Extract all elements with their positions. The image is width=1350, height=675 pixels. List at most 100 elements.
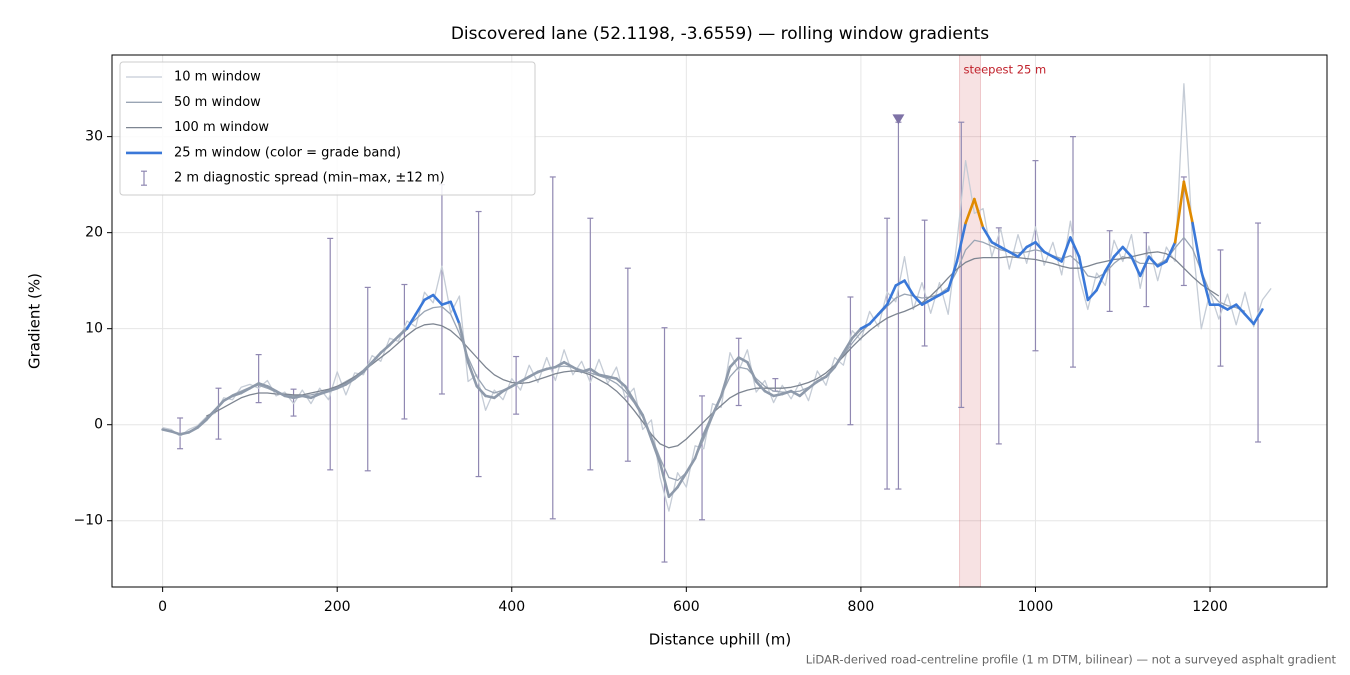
line-segment — [1051, 255, 1063, 263]
line-segment — [292, 394, 304, 400]
line-segment — [973, 197, 985, 230]
line-segment — [772, 392, 784, 398]
line-segment — [650, 437, 662, 465]
line-segment — [807, 380, 819, 390]
line-segment — [885, 284, 898, 306]
line-segment — [946, 260, 959, 292]
line-segment — [283, 394, 295, 400]
line-segment — [789, 389, 802, 398]
line-segment — [1112, 245, 1125, 258]
line-segment — [501, 384, 514, 393]
line-segment — [824, 365, 837, 378]
line-segment — [370, 351, 383, 364]
line-segment — [981, 226, 994, 244]
legend-label: 2 m diagnostic spread (min–max, ±12 m) — [174, 171, 445, 186]
line-segment — [623, 384, 636, 403]
line — [188, 236, 1246, 482]
footnote: LiDAR-derived road-centreline profile (1… — [806, 653, 1337, 667]
line-segment — [1077, 255, 1090, 302]
line-segment — [1200, 269, 1212, 306]
y-tick-label: 30 — [85, 129, 103, 145]
x-tick-label: 400 — [498, 599, 525, 615]
line-segment — [414, 298, 426, 316]
x-tick-label: 200 — [324, 599, 351, 615]
line-segment — [1173, 180, 1186, 244]
line-segment — [676, 471, 688, 489]
line-segment — [763, 389, 775, 398]
y-tick-label: 10 — [85, 321, 103, 337]
line-segment — [1226, 303, 1238, 311]
line-segment — [903, 279, 915, 297]
line-segment — [1191, 221, 1203, 273]
line-segment — [999, 245, 1011, 254]
line-segment — [571, 365, 583, 374]
line-segment — [1034, 240, 1046, 254]
line-segment — [1130, 255, 1142, 278]
line-segment — [955, 221, 967, 263]
line-segment — [589, 367, 601, 377]
line-segment — [615, 377, 627, 388]
line-segment — [850, 327, 863, 340]
line-segment — [667, 485, 679, 499]
line-segment — [1025, 240, 1037, 249]
line-segment — [894, 279, 906, 287]
line-segment — [562, 360, 575, 369]
line-segment — [344, 377, 356, 386]
line-segment — [257, 382, 269, 388]
line-segment — [196, 418, 208, 429]
line-segment — [239, 386, 252, 395]
line-segment — [597, 373, 610, 378]
line-segment — [187, 426, 199, 434]
line-segment — [920, 298, 933, 306]
line-segment — [161, 428, 173, 433]
line-segment — [396, 327, 409, 338]
line-segment — [1243, 312, 1255, 326]
line-segment — [231, 391, 243, 398]
line-segment — [1147, 255, 1159, 268]
line-segment — [1217, 303, 1229, 311]
line-segment — [204, 409, 217, 422]
line-segment — [318, 389, 330, 396]
line-segment — [519, 375, 531, 383]
line-segment — [1042, 250, 1055, 258]
y-axis-label: Gradient (%) — [26, 273, 44, 369]
line-segment — [632, 399, 644, 417]
x-axis-label: Distance uphill (m) — [649, 631, 791, 649]
line-segment — [449, 300, 461, 326]
line-segment — [335, 383, 348, 390]
line-segment — [388, 335, 400, 347]
line-segment — [1007, 250, 1020, 258]
x-tick-label: 1200 — [1192, 599, 1228, 615]
legend-label: 100 m window — [174, 120, 269, 135]
line-segment — [1095, 269, 1107, 292]
line-segment — [466, 360, 479, 388]
line-segment — [536, 367, 548, 374]
line-segment — [266, 384, 278, 393]
line-segment — [362, 360, 374, 374]
line-segment — [178, 431, 191, 436]
line-segment — [510, 380, 522, 388]
line-segment — [458, 322, 470, 364]
line-segment — [431, 293, 444, 306]
line-segment — [440, 300, 452, 306]
line-segment — [423, 293, 435, 302]
line-segment — [815, 375, 828, 383]
line-segment — [754, 380, 767, 393]
x-tick-label: 0 — [158, 599, 167, 615]
line-segment — [964, 197, 976, 225]
line-segment — [484, 394, 496, 400]
chart-title: Discovered lane (52.1198, -3.6559) — rol… — [451, 24, 989, 44]
line-segment — [1016, 245, 1029, 258]
line-segment — [833, 351, 845, 369]
line-segment — [719, 365, 732, 398]
line-segment — [1138, 255, 1151, 278]
line-segment — [213, 399, 226, 412]
line-segment — [781, 389, 793, 396]
line-segment — [379, 343, 391, 354]
line-segment — [1165, 240, 1177, 263]
line-segment — [938, 288, 950, 297]
line-segment — [685, 457, 697, 475]
line-segment — [990, 240, 1002, 249]
marker — [892, 114, 905, 125]
